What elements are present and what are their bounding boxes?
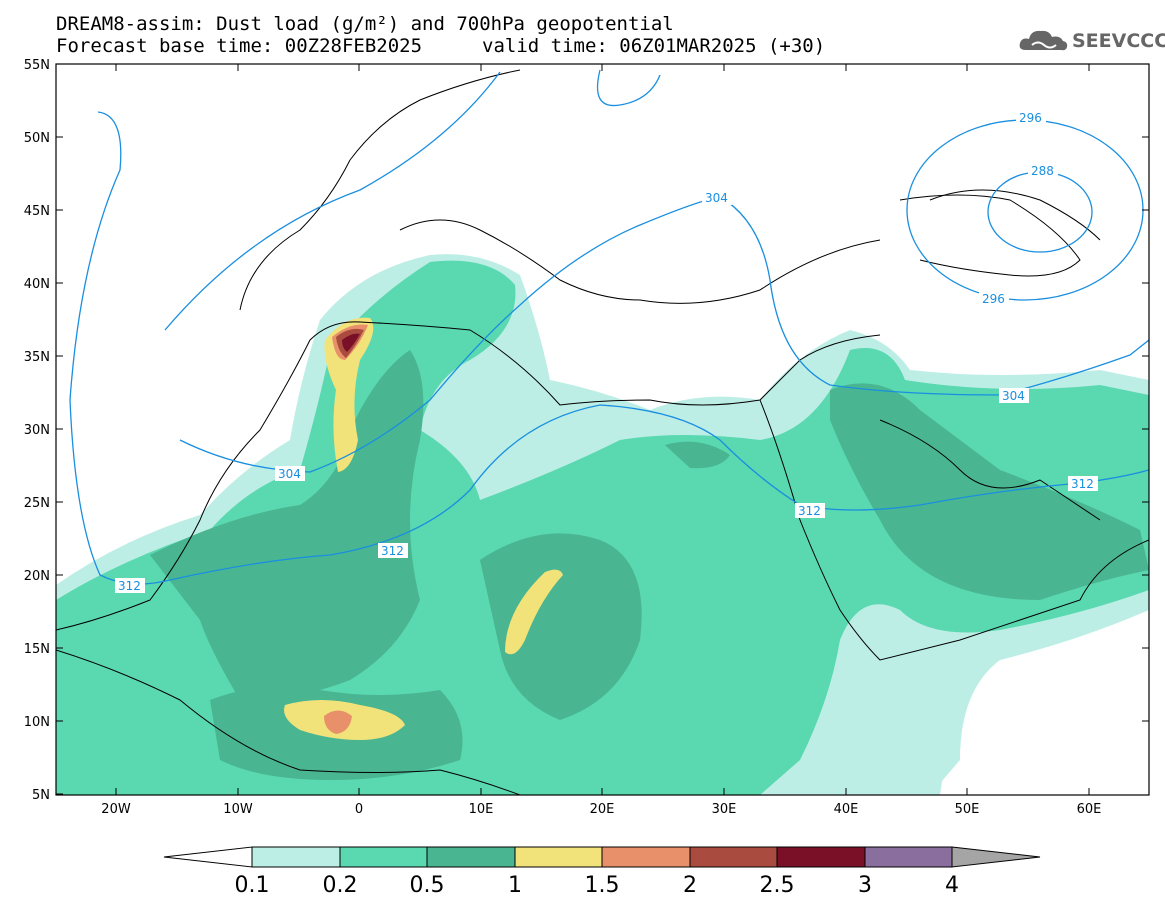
coastline: [879, 419, 1101, 521]
dust-load-field: [56, 254, 1149, 795]
lon-label: 10W: [223, 802, 253, 817]
coastline: [56, 321, 881, 631]
lat-label: 30N: [24, 423, 50, 438]
contour-label: 304: [705, 191, 728, 205]
map-title: DREAM8-assim: Dust load (g/m²) and 700hP…: [56, 13, 674, 35]
dust-band-0.5: [480, 533, 642, 720]
lon-label: 20W: [101, 802, 131, 817]
logo-text: SEEVCCC: [1072, 30, 1165, 52]
contour-label: 312: [381, 544, 404, 558]
lon-label: 10E: [469, 802, 494, 817]
cloud-logo-icon: [1019, 30, 1068, 51]
lon-label: 0: [355, 802, 363, 817]
colorbar: 0.1 0.2 0.5 1 1.5 2 2.5 3 4: [163, 846, 1041, 898]
dust-band-0.5: [665, 441, 730, 469]
dust-band-0.1: [850, 712, 950, 795]
lon-axis: 20W 10W 0 10E 20E 30E 40E 50E 60E: [101, 64, 1101, 817]
lat-label: 15N: [24, 642, 50, 657]
colorbar-label: 4: [945, 873, 959, 898]
lon-label: 60E: [1077, 802, 1102, 817]
contour-label: 296: [982, 292, 1005, 306]
coastline: [239, 69, 521, 311]
contour-label: 304: [278, 467, 301, 481]
lat-label: 55N: [24, 58, 50, 73]
colorbar-label: 1.5: [585, 873, 620, 898]
lat-label: 10N: [24, 715, 50, 730]
colorbar-label: 2: [683, 873, 697, 898]
contour-line: [164, 71, 501, 331]
contour-label: 288: [1031, 164, 1054, 178]
colorbar-swatch: [776, 846, 866, 868]
lat-label: 25N: [24, 496, 50, 511]
lat-label: 5N: [32, 788, 50, 803]
colorbar-label: 0.1: [235, 873, 270, 898]
geopotential-contours: [69, 69, 1149, 585]
forecast-base-time: Forecast base time: 00Z28FEB2025: [56, 35, 423, 57]
lon-label: 50E: [955, 802, 980, 817]
colorbar-label: 0.5: [410, 873, 445, 898]
lat-label: 40N: [24, 277, 50, 292]
lon-label: 20E: [590, 802, 615, 817]
colorbar-swatch: [601, 846, 691, 868]
colorbar-swatch: [514, 846, 603, 868]
contour-line: [596, 69, 661, 107]
dust-band-2.5: [342, 333, 360, 352]
lon-label: 40E: [834, 802, 859, 817]
dust-band-1: [505, 569, 563, 655]
colorbar-under-triangle: [163, 846, 253, 868]
colorbar-label: 2.5: [760, 873, 795, 898]
colorbar-swatch: [339, 846, 428, 868]
colorbar-label: 1: [508, 873, 522, 898]
contour-label: 312: [1071, 477, 1094, 491]
contour-line: [987, 171, 1093, 253]
lat-label: 45N: [24, 204, 50, 219]
dust-band-1.5: [324, 710, 352, 734]
coastline: [56, 649, 521, 795]
contour-labels: 296 288 296 304 312 304 312 312 312 304: [115, 110, 1098, 593]
lat-axis: 55N 50N 45N 40N 35N 30N 25N 20N 15N 10N …: [24, 58, 1149, 803]
contour-label: 296: [1019, 111, 1042, 125]
colorbar-over-triangle: [951, 846, 1041, 868]
lat-label: 20N: [24, 569, 50, 584]
colorbar-swatch: [251, 846, 341, 868]
dust-band-0.5: [830, 383, 1149, 600]
dust-band-1: [324, 317, 374, 472]
colorbar-label: 3: [858, 873, 872, 898]
lon-label: 30E: [712, 802, 737, 817]
colorbar-label: 0.2: [323, 873, 358, 898]
coastline: [399, 219, 881, 304]
coastline: [899, 194, 1081, 277]
seevccc-logo: SEEVCCC: [1018, 26, 1165, 56]
colorbar-swatch: [426, 846, 516, 868]
valid-time: valid time: 06Z01MAR2025 (+30): [482, 35, 826, 57]
lat-label: 50N: [24, 131, 50, 146]
contour-label: 312: [798, 504, 821, 518]
contour-label: 304: [1002, 389, 1025, 403]
contour-line: [179, 196, 1149, 473]
colorbar-swatch: [864, 846, 953, 868]
coastlines: [56, 69, 1149, 795]
contour-line: [69, 111, 1149, 585]
lat-label: 35N: [24, 350, 50, 365]
coastline: [929, 189, 1101, 241]
colorbar-swatch: [689, 846, 778, 868]
contour-label: 312: [118, 579, 141, 593]
